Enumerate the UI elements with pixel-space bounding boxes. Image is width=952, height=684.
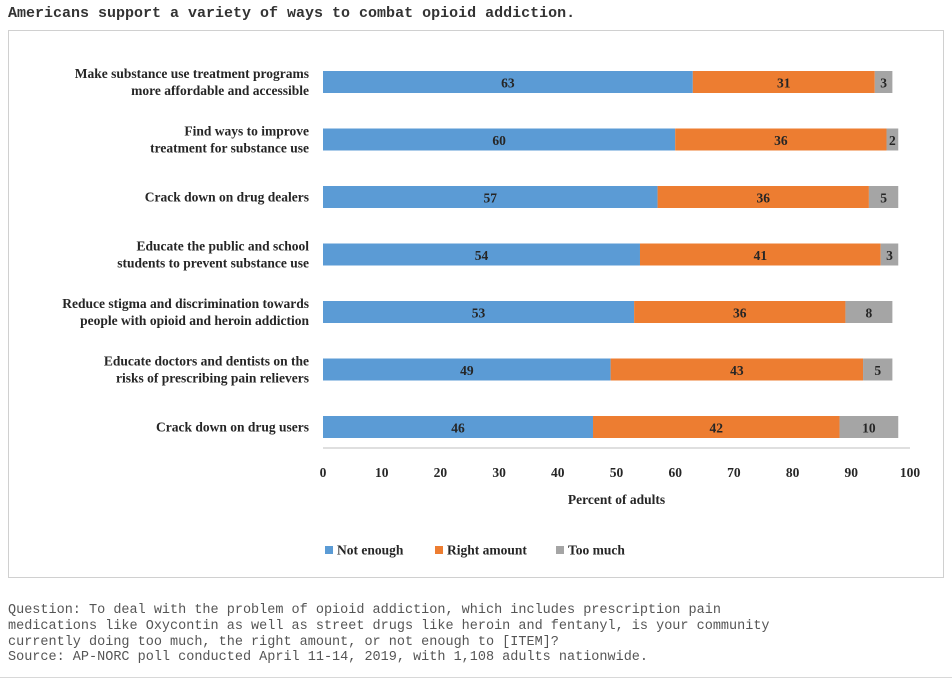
data-label: 49: [460, 363, 474, 378]
category-label: people with opioid and heroin addiction: [80, 313, 309, 328]
data-label: 63: [501, 76, 515, 91]
category-label: treatment for substance use: [150, 141, 309, 156]
x-tick-label: 70: [727, 465, 741, 480]
x-tick-label: 80: [786, 465, 800, 480]
category-label: Find ways to improve: [184, 124, 309, 139]
category-label: students to prevent substance use: [117, 256, 309, 271]
source-line: Source: AP-NORC poll conducted April 11-…: [8, 650, 948, 666]
data-label: 46: [451, 421, 465, 436]
data-label: 36: [733, 306, 747, 321]
x-tick-label: 10: [375, 465, 389, 480]
stacked-bar-chart: Make substance use treatment programs mor…: [9, 31, 943, 577]
chart-container: Make substance use treatment programs mor…: [8, 30, 944, 578]
data-label: 5: [880, 191, 887, 206]
page-title: Americans support a variety of ways to c…: [8, 5, 575, 22]
legend-swatch: [556, 546, 564, 554]
x-tick-label: 90: [845, 465, 859, 480]
x-tick-label: 40: [551, 465, 565, 480]
question-line: Question: To deal with the problem of op…: [8, 603, 948, 619]
data-label: 53: [472, 306, 486, 321]
category-label: Crack down on drug users: [156, 420, 309, 435]
data-label: 57: [484, 191, 498, 206]
legend-label: Not enough: [337, 543, 404, 558]
bottom-divider: [0, 677, 952, 678]
category-label: Educate the public and school: [136, 239, 309, 254]
data-label: 3: [880, 76, 887, 91]
data-label: 36: [774, 133, 788, 148]
x-axis-title: Percent of adults: [568, 492, 665, 507]
category-label: Educate doctors and dentists on the: [104, 354, 309, 369]
data-label: 42: [710, 421, 724, 436]
question-line: medications like Oxycontin as well as st…: [8, 619, 948, 635]
data-label: 60: [492, 133, 506, 148]
data-label: 31: [777, 76, 791, 91]
category-label: more affordable and accessible: [131, 83, 309, 98]
x-tick-label: 30: [492, 465, 506, 480]
data-label: 3: [886, 248, 893, 263]
data-label: 10: [862, 421, 876, 436]
data-label: 41: [754, 248, 768, 263]
legend-swatch: [435, 546, 443, 554]
x-tick-label: 20: [434, 465, 448, 480]
legend-label: Right amount: [447, 543, 527, 558]
data-label: 5: [874, 363, 881, 378]
x-tick-label: 100: [900, 465, 921, 480]
question-line: currently doing too much, the right amou…: [8, 635, 948, 651]
category-label: Make substance use treatment programs: [75, 66, 309, 81]
legend-swatch: [325, 546, 333, 554]
footnote: Question: To deal with the problem of op…: [8, 603, 948, 666]
data-label: 8: [866, 306, 873, 321]
data-label: 2: [889, 133, 896, 148]
data-label: 36: [757, 191, 771, 206]
x-tick-label: 60: [668, 465, 682, 480]
x-tick-label: 50: [610, 465, 624, 480]
category-label: Reduce stigma and discrimination towards: [62, 296, 309, 311]
category-label: risks of prescribing pain relievers: [116, 371, 309, 386]
category-label: Crack down on drug dealers: [145, 190, 309, 205]
legend-label: Too much: [568, 543, 625, 558]
x-tick-label: 0: [320, 465, 327, 480]
data-label: 54: [475, 248, 489, 263]
data-label: 43: [730, 363, 744, 378]
